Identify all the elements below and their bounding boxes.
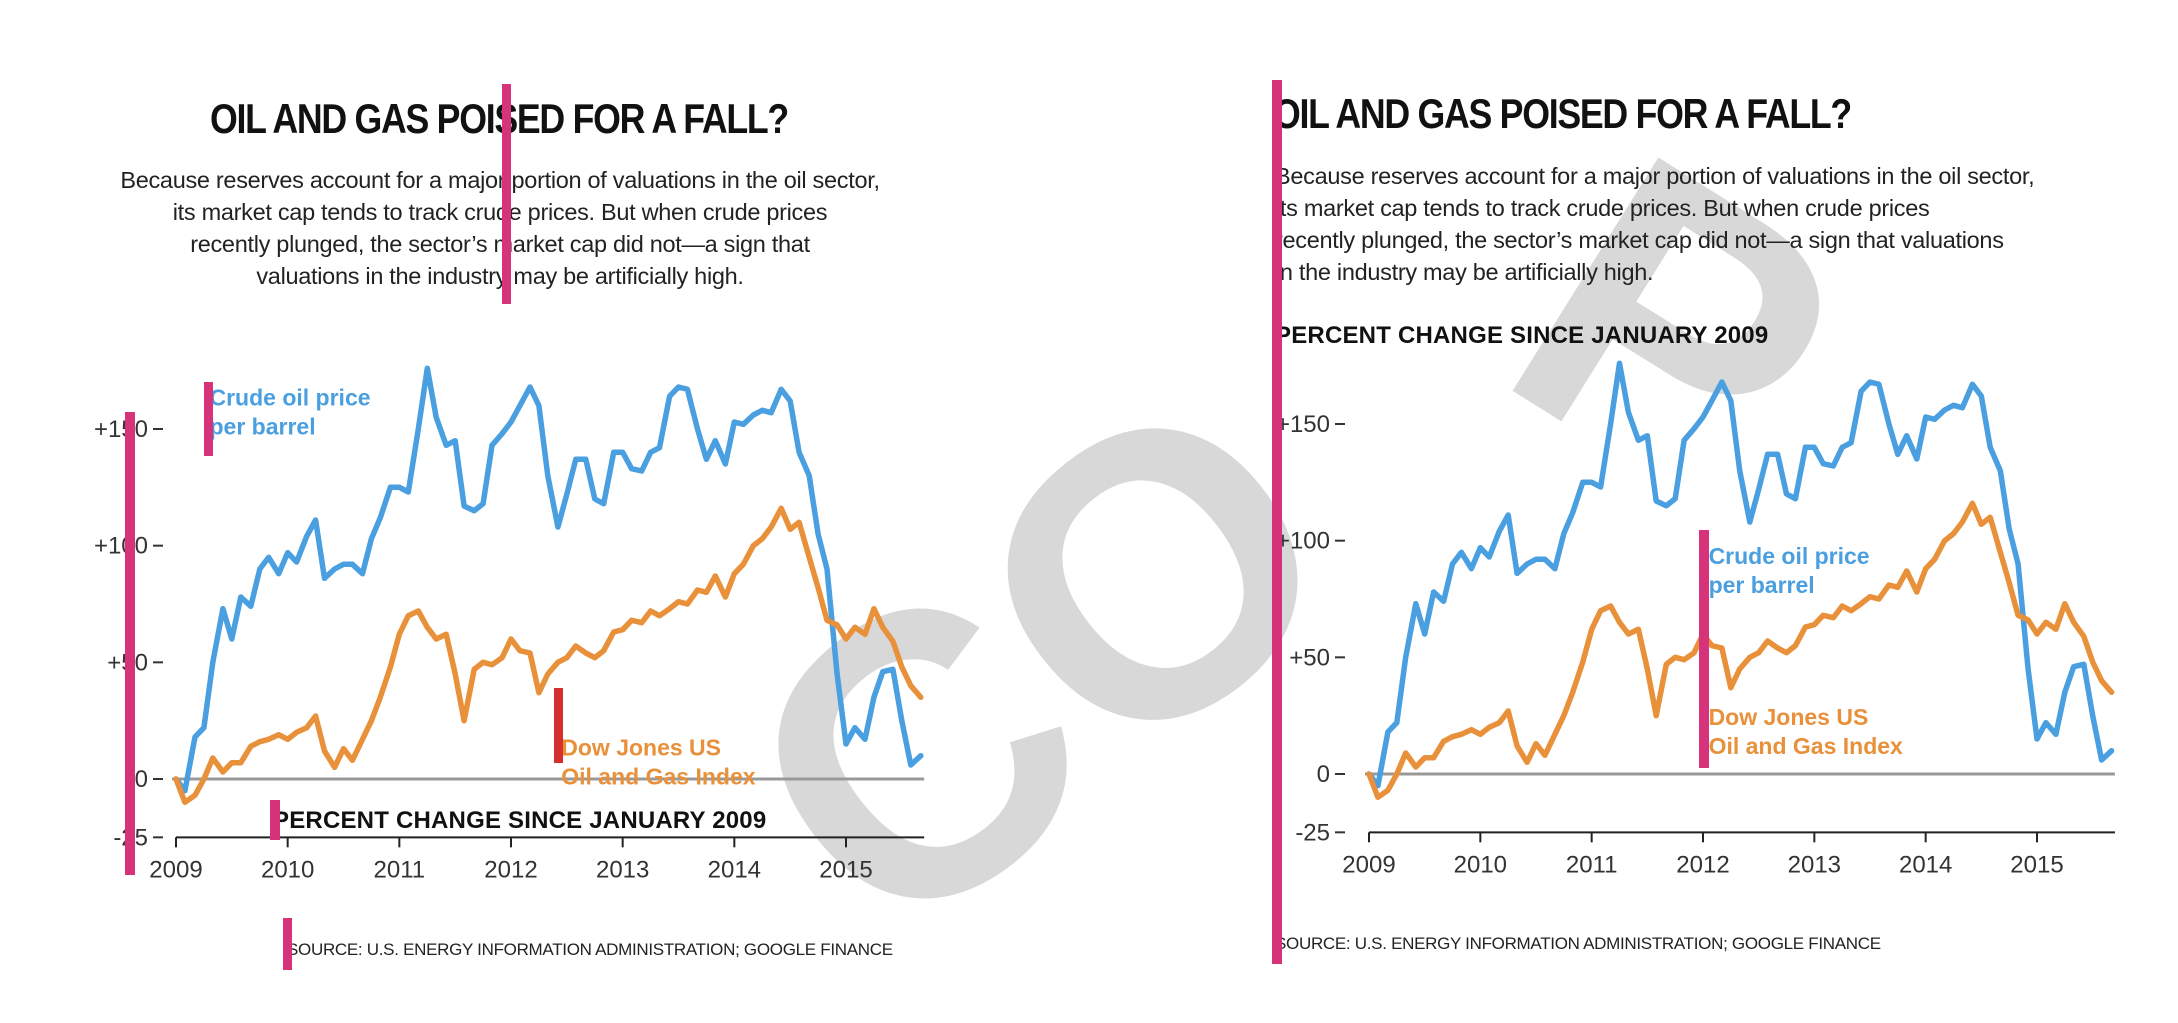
legend-label: Oil and Gas Index [1709,733,1903,759]
series-line-dow-jones [173,505,924,806]
axis-caption-left: PERCENT CHANGE SINCE JANUARY 2009 [273,807,767,834]
annotation-marker [204,382,213,456]
legend-label: Dow Jones US [561,735,721,761]
x-tick-label: 2011 [1566,851,1618,878]
x-tick-label: 2015 [819,856,872,883]
y-tick-label: 0 [135,766,148,793]
y-tick-label: +150 [1276,411,1330,438]
annotation-marker [502,84,511,304]
x-tick-label: 2010 [1454,851,1507,878]
legend-label: Dow Jones US [1709,704,1869,730]
page-title-left: OIL AND GAS POISED FOR A FALL? [210,95,789,142]
annotation-marker [1272,80,1282,964]
description-line: recently plunged, the sector’s market ca… [190,231,810,257]
axis-caption-right: PERCENT CHANGE SINCE JANUARY 2009 [1275,322,1769,349]
x-tick-label: 2013 [596,856,649,883]
source-note-left: SOURCE: U.S. ENERGY INFORMATION ADMINIST… [287,940,893,959]
x-tick-label: 2009 [149,856,202,883]
x-tick-label: 2013 [1788,851,1841,878]
x-tick-label: 2012 [484,856,537,883]
page-title-right: OIL AND GAS POISED FOR A FALL? [1273,90,1852,137]
description-line: Because reserves account for a major por… [120,167,880,193]
description-line: valuations in the industry may be artifi… [256,263,744,289]
y-tick-label: -25 [1295,819,1330,846]
right-chart-panel: P OIL AND GAS POISED FOR A FALL? Because… [1089,0,2178,994]
annotation-marker [125,412,135,875]
y-tick-label: 0 [1317,761,1330,788]
description-line: its market cap tends to track crude pric… [172,199,828,225]
y-tick-label: +100 [1276,528,1330,555]
legend-label: Crude oil price [1709,543,1870,569]
x-tick-label: 2015 [2010,851,2063,878]
x-tick-label: 2014 [708,856,761,883]
line-chart-right: 2009 2010 2011 2012 2013 2014 2015 +150 +100 +50 0… [1276,360,2115,878]
y-tick-label: +150 [94,416,148,443]
x-tick-label: 2014 [1899,851,1952,878]
series-line-dow-jones [1366,500,2115,801]
legend-label: Crude oil price [210,385,371,411]
y-tick-label: +100 [94,533,148,560]
line-chart-left: 2009201020112012201320142015+150+100+500… [94,365,925,883]
x-tick-label: 2009 [1342,851,1395,878]
description-line: recently plunged, the sector’s market ca… [1275,227,2004,253]
series-line-crude-oil [1366,360,2115,789]
source-note-right: SOURCE: U.S. ENERGY INFORMATION ADMINIST… [1275,934,1881,953]
left-chart-panel: CO OIL AND GAS POISED FOR A FALL? Becaus… [0,0,1413,1023]
annotation-marker [1699,530,1709,768]
x-tick-label: 2010 [261,856,314,883]
description-line: its market cap tends to track crude pric… [1275,195,1930,221]
x-tick-label: 2012 [1676,851,1729,878]
y-tick-label: +50 [1289,644,1330,671]
legend-label: per barrel [210,414,316,440]
annotation-marker [283,918,292,970]
x-tick-label: 2011 [374,856,426,883]
annotation-marker [270,800,280,840]
legend-label: per barrel [1709,572,1815,598]
description-line: in the industry may be artificially high… [1275,259,1654,285]
description-line: Because reserves account for a major por… [1275,163,2035,189]
description-right: Because reserves account for a major por… [1275,160,2035,288]
series-line-crude-oil [173,365,924,794]
description-left: Because reserves account for a major por… [0,164,1000,292]
annotation-marker [554,688,563,763]
legend-label: Oil and Gas Index [561,764,755,790]
